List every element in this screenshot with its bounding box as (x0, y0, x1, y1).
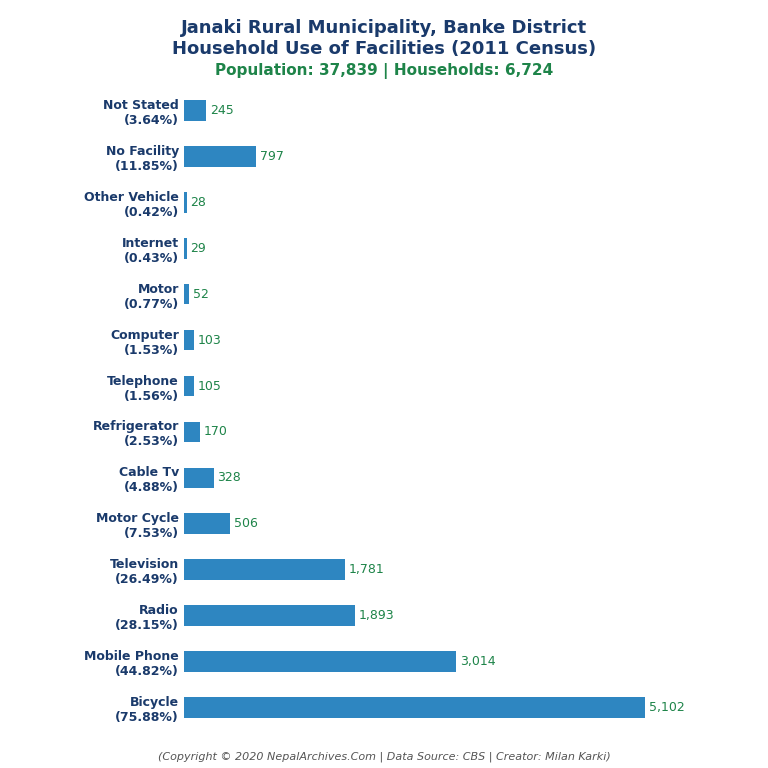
Text: 5,102: 5,102 (648, 701, 684, 714)
Text: Household Use of Facilities (2011 Census): Household Use of Facilities (2011 Census… (172, 40, 596, 58)
Bar (184, 329, 194, 350)
Bar (184, 697, 645, 718)
Bar (184, 238, 187, 259)
Text: 506: 506 (233, 518, 257, 530)
Bar (184, 376, 194, 396)
Text: 1,893: 1,893 (359, 609, 395, 622)
Bar (184, 468, 214, 488)
Text: (Copyright © 2020 NepalArchives.Com | Data Source: CBS | Creator: Milan Karki): (Copyright © 2020 NepalArchives.Com | Da… (157, 751, 611, 762)
Text: 28: 28 (190, 196, 207, 209)
Text: 170: 170 (204, 425, 227, 439)
Text: 105: 105 (197, 379, 221, 392)
Text: 103: 103 (197, 333, 221, 346)
Bar (184, 514, 230, 534)
Text: 52: 52 (193, 288, 208, 300)
Text: 29: 29 (190, 242, 207, 255)
Text: Janaki Rural Municipality, Banke District: Janaki Rural Municipality, Banke Distric… (181, 19, 587, 37)
Bar (184, 100, 207, 121)
Text: 1,781: 1,781 (349, 563, 385, 576)
Bar (184, 146, 257, 167)
Text: 797: 797 (260, 150, 283, 163)
Bar (184, 559, 345, 580)
Bar (184, 605, 356, 626)
Bar (184, 284, 189, 304)
Text: 245: 245 (210, 104, 233, 117)
Text: 3,014: 3,014 (460, 655, 495, 668)
Bar (184, 651, 456, 672)
Bar (184, 192, 187, 213)
Text: 328: 328 (217, 472, 241, 485)
Text: Population: 37,839 | Households: 6,724: Population: 37,839 | Households: 6,724 (215, 63, 553, 79)
Bar (184, 422, 200, 442)
